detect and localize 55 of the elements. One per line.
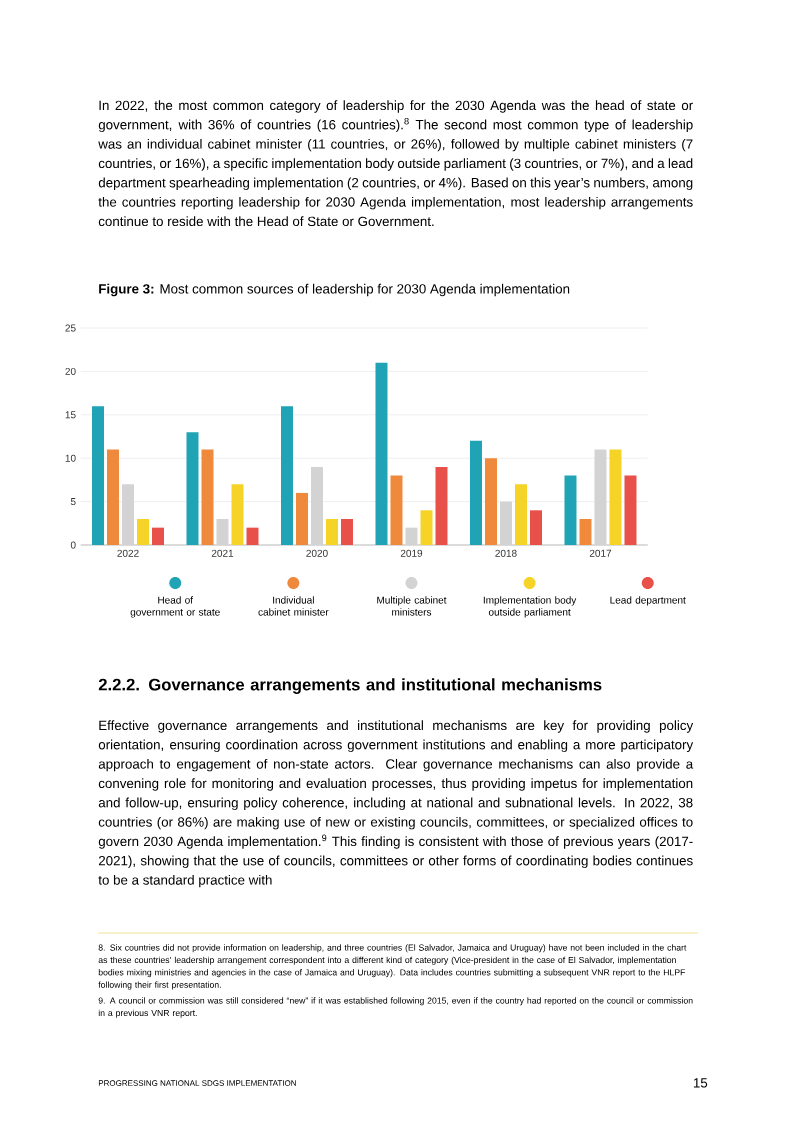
bar [107,449,119,546]
bar [137,518,149,546]
bar [310,466,323,546]
text: 2.2.2. Governance arrangements and institutional mechanisms [98,678,602,694]
bar [514,484,527,546]
legend-label: Individual cabinet minister [258,596,329,616]
bar [499,501,512,546]
bar [564,475,577,546]
bar [186,432,199,546]
bar [375,362,388,546]
bar [420,510,433,546]
x-tick-label: 2017 [589,549,612,557]
legend-label: Lead department [610,596,686,606]
text: 8. Six countries did not provide information on leadership, and three countries (El Salvador, Jamaica and Uruguay) have not been included in the chart as these countries’ leadership arrangement correspondent into a different kind of category (Vice-president in the case of El Salvador, implementation bodies mixing ministries and agencies in the case of Jamaica and Uruguay). Data includes countries submitting a subsequent VNR report to the HLPF following their first presentation. [98,944,687,990]
text: 9. A council or commission was still considered “new” if it was established following 2015, even if the country had reported on the council or commission in a previous VNR report. [98,997,693,1018]
text: Effective governance arrangements and institutional mechanisms are key for providing policy orientation, ensuring coordination across government institutions and enabling a more participatory approach to engagement of non-state actors. Clear governance mechanisms can also provide a convening role for monitoring and evaluation processes, thus providing impetus for implementation and follow-up, ensuring policy coherence, including at national and subnational levels. In 2022, 38 countries (or 86%) are making use of new or existing councils, committees, or specialized offices to govern 2030 Agenda implementation.$^{9}$ This finding is consistent with those of previous years (2017-2021), showing that the use of councils, committees or other forms of coordinating bodies continues to be a standard practice with [98,720,694,888]
bar [624,475,637,546]
x-tick-label: 2019 [400,549,423,557]
y-tick-label: 20 [65,367,76,375]
bar [594,449,607,546]
bar [469,440,482,546]
bar [92,406,104,546]
bar [246,527,259,546]
text: 15 [693,1078,708,1088]
y-tick-label: 15 [65,411,76,419]
bar [201,449,214,546]
x-tick-label: 2022 [117,549,139,557]
bar [390,475,403,546]
legend-label: Implementation body outside parliament [483,596,577,618]
bar [122,484,134,546]
y-tick-label: 0 [70,541,76,549]
x-tick-label: 2018 [495,549,517,557]
text: In 2022, the most common category of leadership for the 2030 Agenda was the head of state or government, with 36% of countries (16 countries).$^{8}$ The second most common type of leadership was an individual cabinet minister (11 countries, or 26%), followed by multiple cabinet ministers (7 countries, or 16%), a specific implementation body outside parliament (3 countries, or 7%), and a lead department spearheading implementation (2 countries, or 4%). Based on this year’s numbers, among the countries reporting leadership for 2030 Agenda implementation, most leadership arrangements continue to reside with the Head of State or Government. [98,100,693,227]
x-tick-label: 2021 [211,549,234,557]
bar [529,510,542,546]
y-tick-label: 10 [65,454,76,462]
bar [280,406,293,546]
bar [484,458,497,546]
bar [405,527,418,546]
bar [216,518,229,546]
y-tick-label: 25 [65,324,76,332]
y-tick-label: 5 [70,498,76,506]
bar [609,449,622,546]
bar [435,466,448,546]
bar [295,492,308,546]
bar [152,527,164,546]
bar [579,518,592,546]
chart-title: Figure 3: Most common sources of leadership for 2030 Agenda implementation [99,283,570,297]
bar [231,484,244,546]
text: PROGRESSING NATIONAL SDGS IMPLEMENTATION [98,1080,296,1086]
bar [341,518,353,546]
legend-label: Multiple cabinet ministers [377,596,447,616]
x-tick-label: 2020 [306,549,328,557]
legend-label: Head of government or state [130,596,220,618]
bar [325,518,338,546]
